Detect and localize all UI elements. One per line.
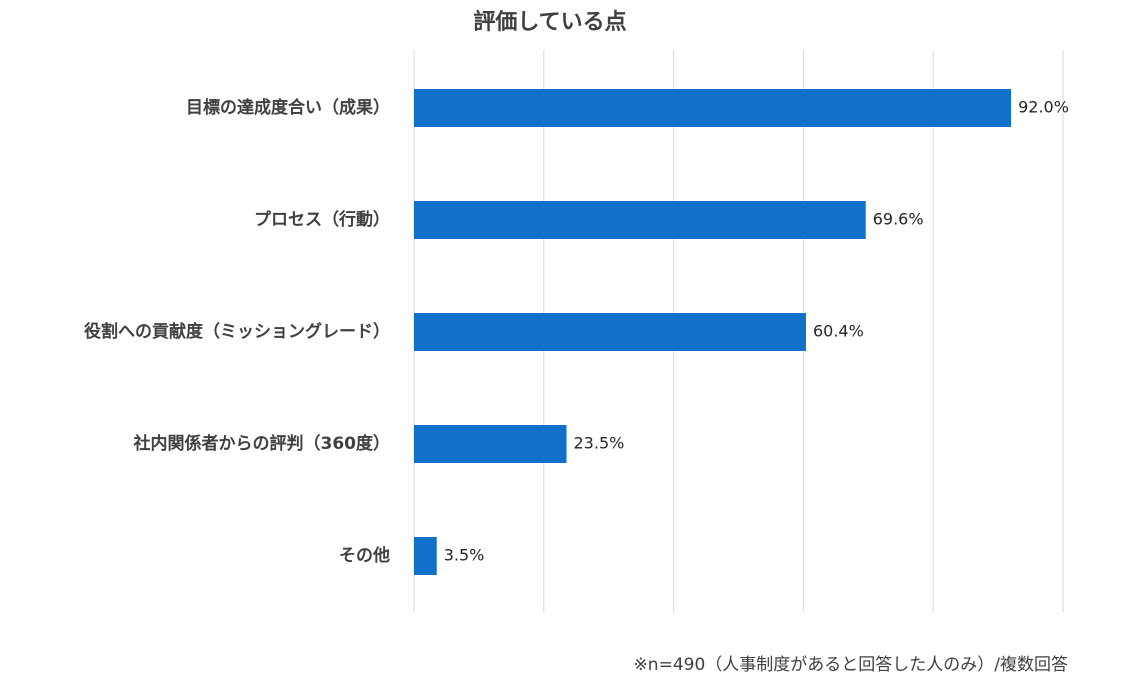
bar (414, 201, 866, 239)
bar (414, 313, 806, 351)
category-label: その他 (339, 545, 390, 566)
value-label: 23.5% (574, 434, 625, 453)
category-label: 目標の達成度合い（成果） (186, 97, 390, 118)
category-label: 社内関係者からの評判（360度） (133, 433, 391, 454)
value-label: 3.5% (444, 546, 485, 565)
category-label: 役割への貢献度（ミッショングレード） (84, 321, 390, 342)
value-label: 60.4% (813, 322, 864, 341)
footnote: ※n=490（人事制度があると回答した人のみ）/複数回答 (633, 655, 1068, 675)
bar (414, 537, 437, 575)
value-label: 92.0% (1018, 98, 1069, 117)
bar (414, 89, 1012, 127)
bar (414, 425, 567, 463)
chart-title: 評価している点 (473, 10, 627, 35)
category-label: プロセス（行動） (254, 209, 390, 230)
value-label: 69.6% (873, 210, 924, 229)
